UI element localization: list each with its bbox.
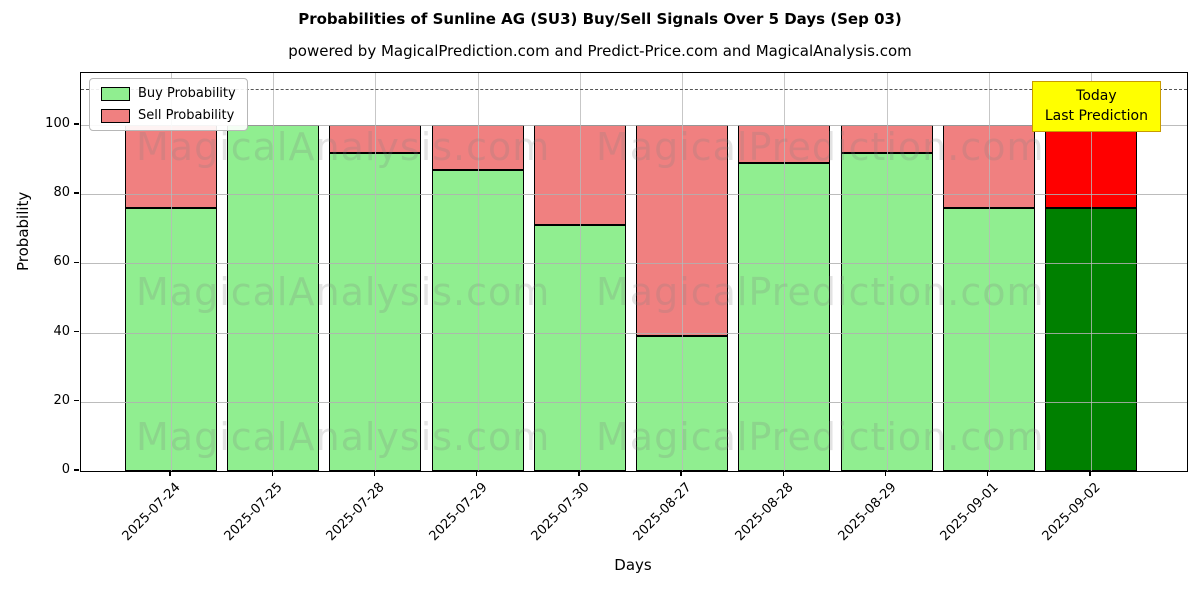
x-tick-label: 2025-07-24 (119, 480, 184, 545)
x-tick (578, 471, 580, 477)
legend: Buy Probability Sell Probability (89, 78, 248, 131)
y-tick-label: 0 (61, 462, 70, 477)
x-tick (782, 471, 784, 477)
x-tick (884, 471, 887, 477)
legend-item-sell: Sell Probability (101, 108, 236, 123)
chart-subtitle: powered by MagicalPrediction.com and Pre… (288, 42, 912, 60)
y-tick (74, 261, 79, 264)
today-annotation-box: Today Last Prediction (1031, 81, 1161, 132)
x-tick (169, 471, 171, 477)
x-tick-label: 2025-07-25 (221, 480, 286, 545)
y-tick (74, 192, 79, 194)
x-tick (475, 471, 478, 477)
gridline-horizontal (81, 194, 1187, 196)
x-tick-label: 2025-08-27 (630, 480, 695, 545)
x-tick (987, 471, 989, 477)
y-tick (74, 123, 79, 125)
y-tick-label: 40 (53, 323, 70, 339)
gridline-horizontal (81, 263, 1187, 265)
x-tick-label: 2025-07-29 (426, 480, 491, 545)
gridline-horizontal (81, 124, 1187, 126)
gridline-vertical (579, 73, 581, 471)
today-annotation-line1: Today (1076, 88, 1117, 104)
gridline-vertical (171, 73, 172, 471)
x-tick-label: 2025-09-01 (937, 480, 1002, 545)
gridline-vertical (988, 73, 990, 471)
x-tick-label: 2025-09-02 (1039, 480, 1104, 545)
gridline-horizontal (81, 332, 1187, 334)
x-tick-label: 2025-07-30 (528, 480, 593, 545)
legend-label-buy: Buy Probability (138, 86, 236, 101)
legend-label-sell: Sell Probability (138, 108, 235, 123)
buy-swatch-icon (101, 86, 130, 101)
x-tick-label: 2025-07-28 (324, 480, 389, 545)
y-tick (74, 469, 79, 471)
x-axis-label: Days (614, 556, 652, 574)
x-tick-label: 2025-08-29 (835, 480, 900, 545)
x-tick-label: 2025-08-28 (732, 480, 797, 545)
x-tick (680, 471, 682, 477)
gridline-vertical (1090, 73, 1092, 471)
y-axis-label: Probability (14, 191, 32, 271)
gridline-horizontal (81, 401, 1187, 403)
today-annotation-line2: Last Prediction (1044, 108, 1148, 125)
y-tick-label: 80 (53, 185, 70, 201)
sell-swatch-icon (101, 108, 130, 123)
y-tick (74, 330, 79, 333)
gridline-vertical (886, 73, 888, 471)
gridline-vertical (375, 73, 377, 471)
x-tick (373, 471, 376, 477)
gridline-vertical (273, 73, 275, 471)
y-tick-label: 60 (53, 254, 70, 270)
chart-title: Probabilities of Sunline AG (SU3) Buy/Se… (298, 10, 902, 28)
x-tick (1089, 471, 1091, 477)
gridline-vertical (682, 73, 684, 471)
x-tick (271, 471, 273, 477)
y-tick-label: 100 (45, 115, 70, 131)
gridline-vertical (784, 73, 786, 471)
y-tick-label: 20 (53, 392, 70, 408)
legend-item-buy: Buy Probability (101, 86, 236, 101)
gridline-vertical (477, 73, 479, 471)
threshold-dashed-line (81, 89, 1187, 91)
plot-area: Buy Probability Sell Probability Today L… (80, 72, 1188, 472)
y-tick (74, 400, 79, 402)
